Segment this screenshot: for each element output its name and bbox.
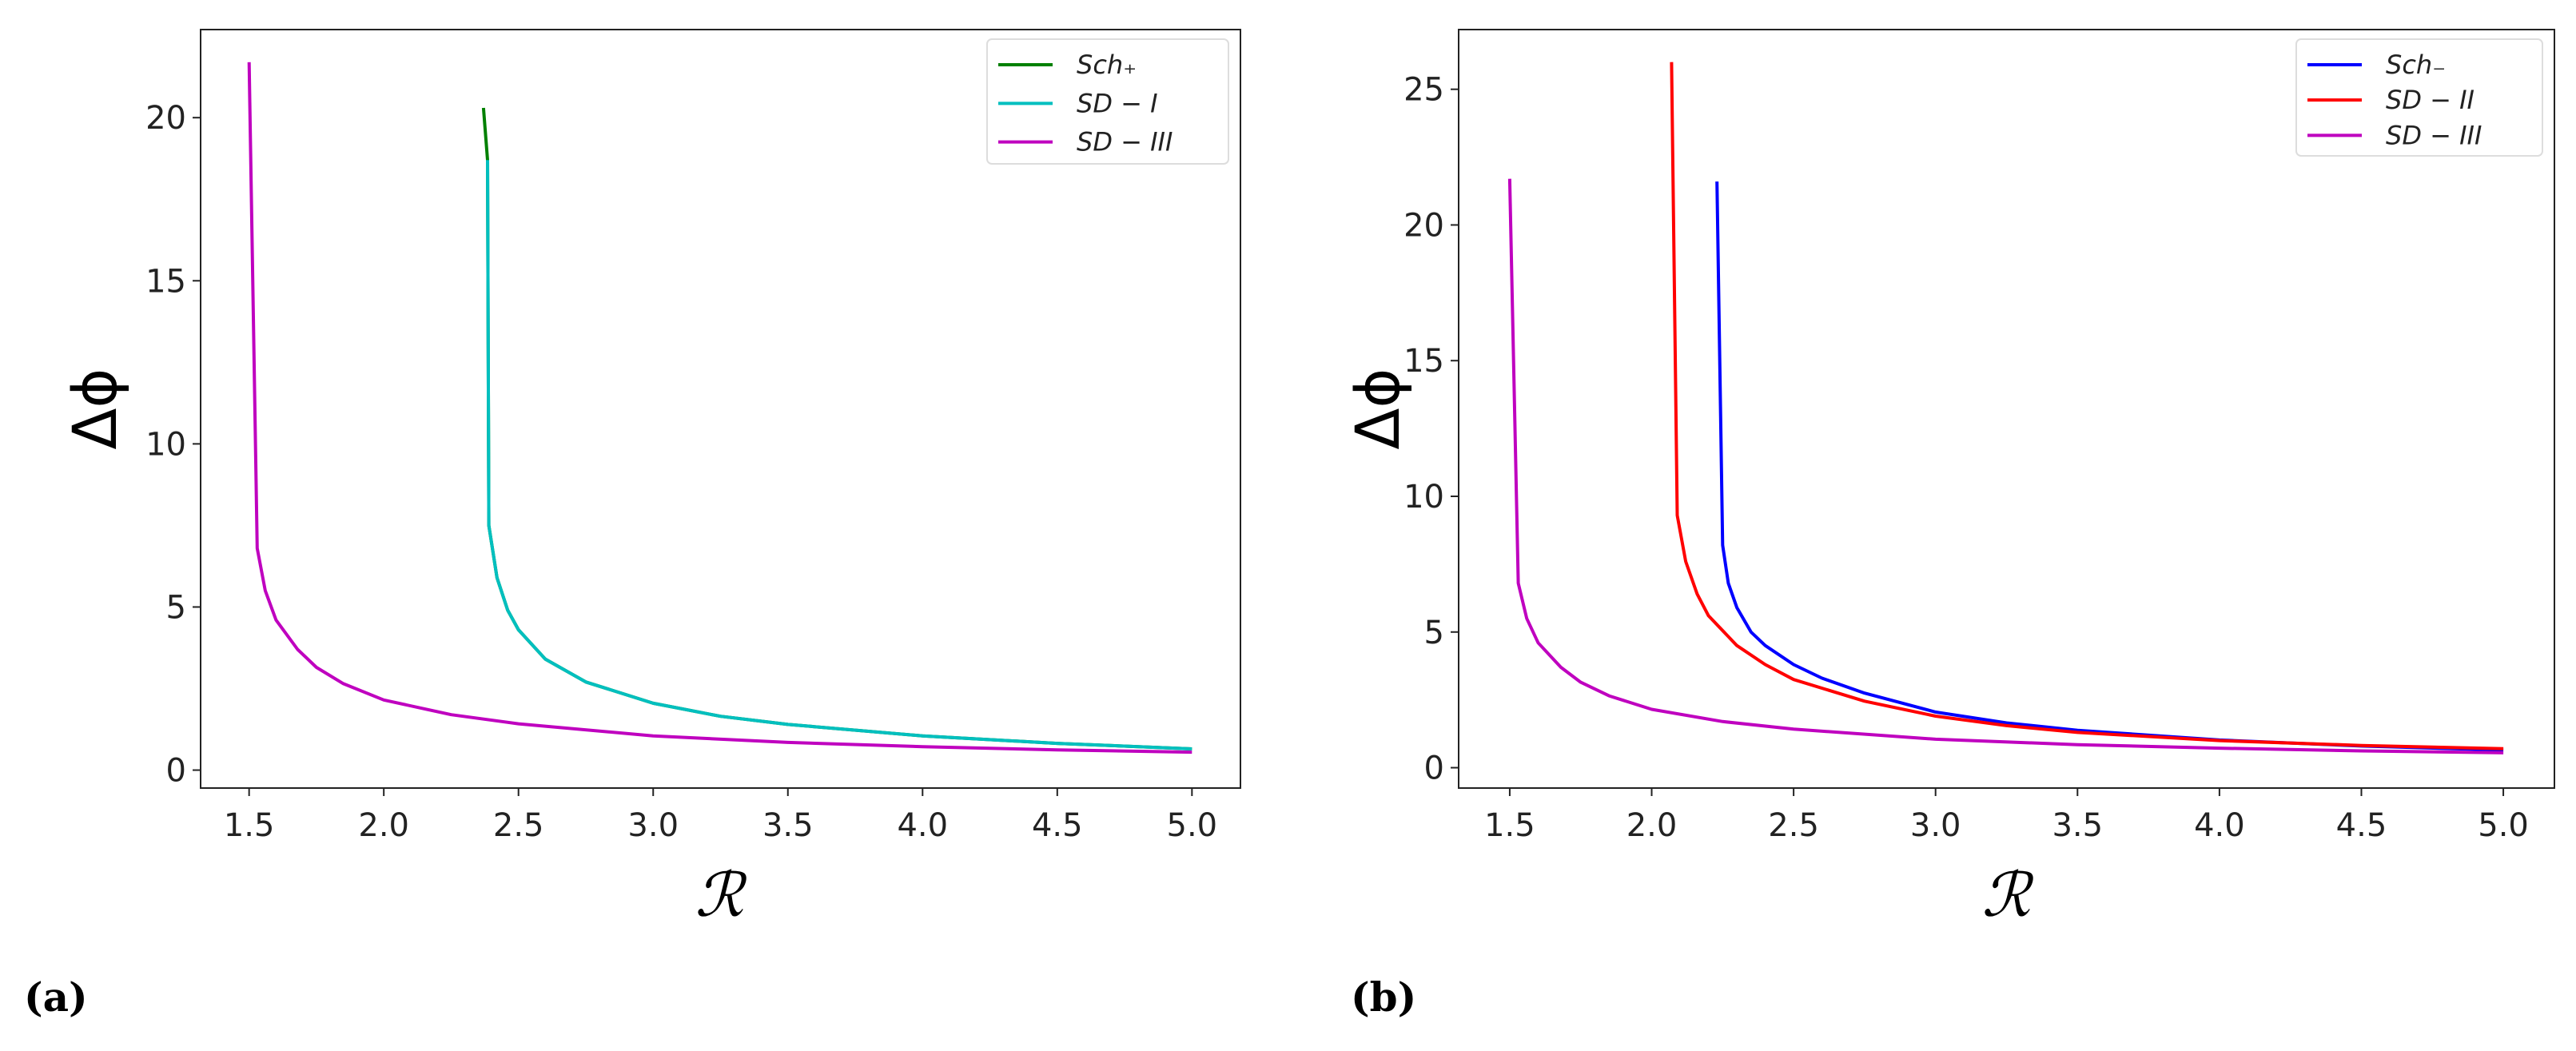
y-tick-label: 5 <box>1424 615 1444 651</box>
y-tick-label: 10 <box>145 426 186 463</box>
x-tick-label: 2.5 <box>1768 807 1819 844</box>
x-axis-label: ℛ <box>695 859 748 930</box>
x-tick-label: 1.5 <box>1484 807 1535 844</box>
panel-label-b: (b) <box>1351 973 1417 1021</box>
x-tick-label: 3.5 <box>2052 807 2103 844</box>
series-line-0 <box>1715 181 2504 752</box>
y-tick-label: 10 <box>1403 479 1444 516</box>
legend-label: SD − I <box>1077 88 1158 118</box>
x-tick-label: 2.0 <box>1626 807 1678 844</box>
x-tick-label: 5.0 <box>1167 807 1218 844</box>
y-tick-label: 20 <box>145 100 186 137</box>
series-line-1 <box>486 160 1192 750</box>
legend-label: SD − III <box>2386 120 2482 150</box>
y-tick-label: 15 <box>1403 343 1444 380</box>
series-line-2 <box>1507 178 2504 754</box>
y-tick-label: 5 <box>166 589 186 626</box>
legend-label: Sch₋ <box>2386 50 2446 80</box>
x-tick-label: 2.0 <box>358 807 409 844</box>
plot-frame <box>200 29 1241 789</box>
x-tick-label: 4.5 <box>2336 807 2387 844</box>
legend: Sch₋ SD − II SD − III <box>2295 38 2543 157</box>
legend-label: Sch₊ <box>1077 50 1137 80</box>
panel-label-a: (a) <box>24 973 88 1021</box>
x-tick-label: 4.5 <box>1032 807 1083 844</box>
series-line-0 <box>481 107 1192 750</box>
y-tick-label: 0 <box>1424 750 1444 787</box>
x-tick-label: 3.0 <box>1910 807 1961 844</box>
legend-label: SD − II <box>2386 85 2474 115</box>
legend-box <box>986 38 1229 165</box>
y-tick-label: 25 <box>1403 72 1444 109</box>
panel-a: 1.5 2.0 2.5 3.0 3.5 4.0 4.5 5.005101520ΔϕℛSch₊S… <box>59 29 1241 930</box>
legend: Sch₊ SD − I SD − III <box>986 38 1229 165</box>
legend-box <box>2295 38 2543 157</box>
x-tick-label: 1.5 <box>224 807 275 844</box>
x-tick-label: 5.0 <box>2478 807 2529 844</box>
panel-b: 1.5 2.0 2.5 3.0 3.5 4.0 4.5 5.0 0 5 10 15 20 25 Δϕ ℛ Sch… <box>1342 29 2555 930</box>
x-tick-label: 3.5 <box>762 807 814 844</box>
x-tick-label: 4.0 <box>2194 807 2245 844</box>
x-axis-label: ℛ <box>1982 859 2035 930</box>
y-axis-label: Δϕ <box>1342 368 1413 449</box>
series-line-2 <box>247 62 1192 754</box>
y-tick-label: 15 <box>145 263 186 300</box>
series-line-1 <box>1670 62 2504 750</box>
x-tick-label: 4.0 <box>897 807 948 844</box>
y-tick-label: 20 <box>1403 207 1444 244</box>
x-tick-label: 3.0 <box>627 807 679 844</box>
y-axis-label: Δϕ <box>59 368 130 449</box>
y-tick-label: 0 <box>166 753 186 790</box>
x-tick-label: 2.5 <box>493 807 544 844</box>
legend-label: SD − III <box>1077 127 1173 157</box>
plot-frame <box>1458 29 2555 789</box>
